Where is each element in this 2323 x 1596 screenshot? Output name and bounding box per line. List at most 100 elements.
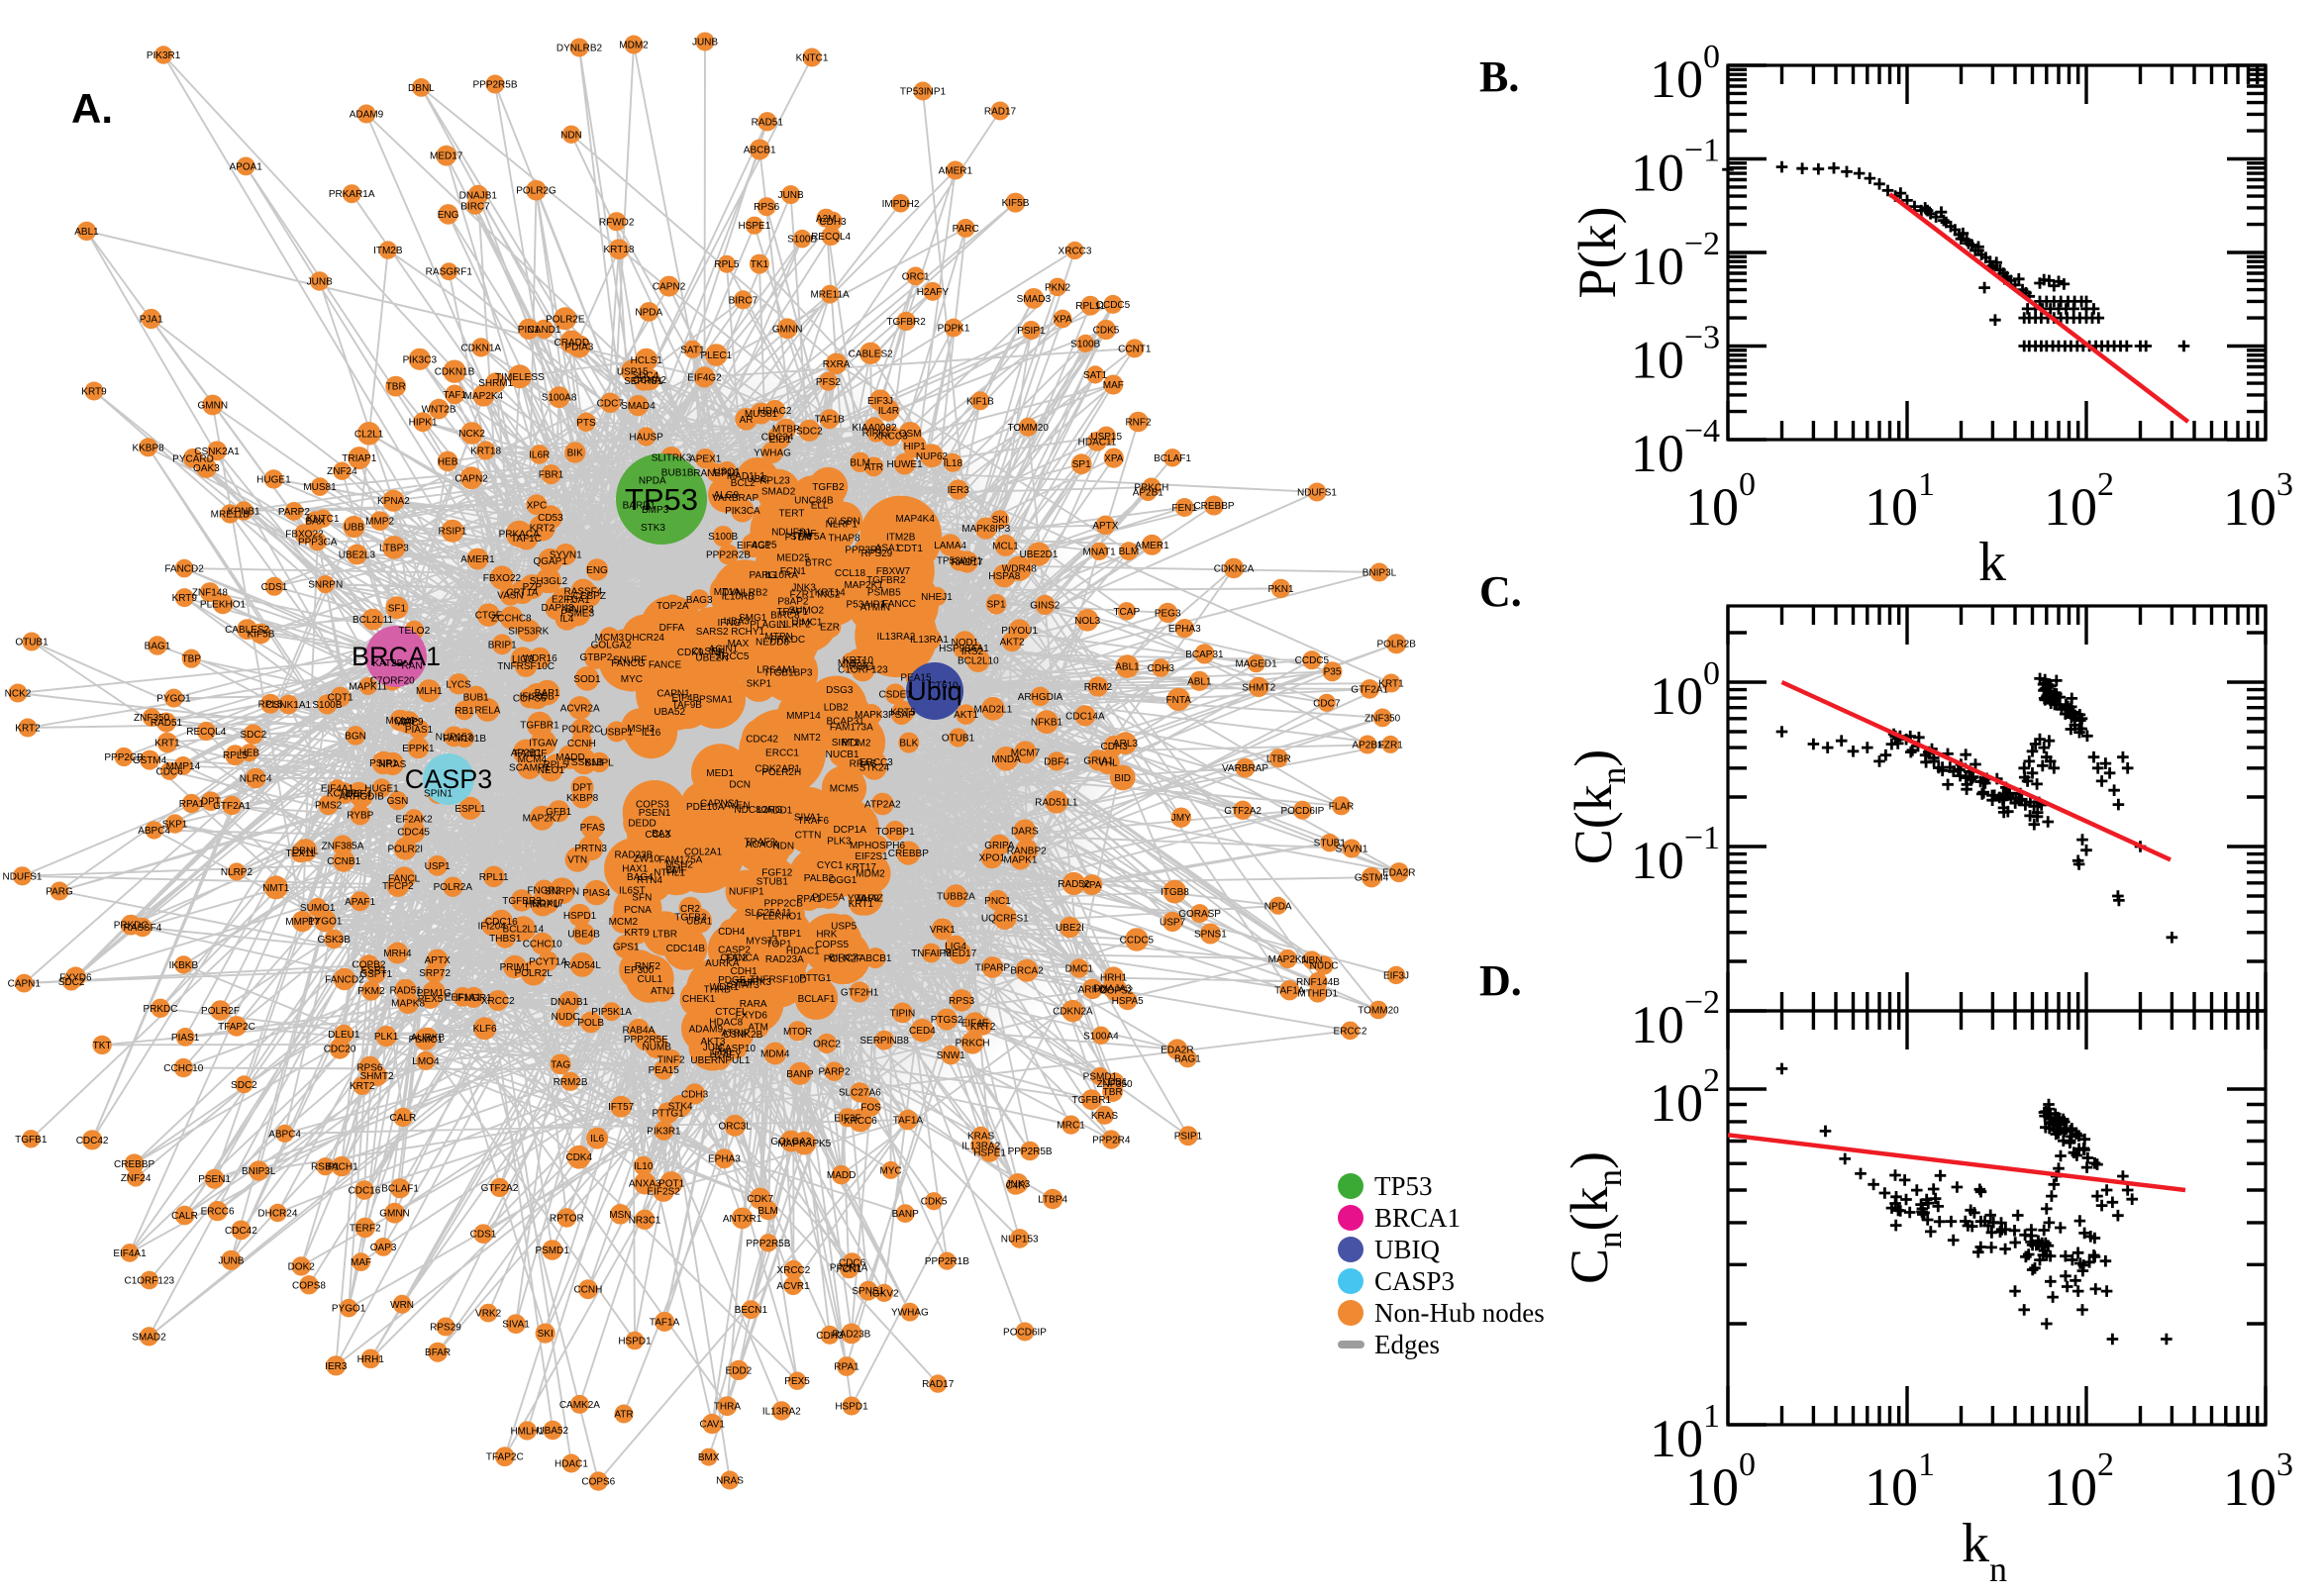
svg-text:PSIP1: PSIP1 [1017,326,1046,337]
svg-text:BARD1: BARD1 [623,500,656,511]
svg-text:XRCC3: XRCC3 [1059,247,1092,257]
svg-text:KKBP8: KKBP8 [566,793,599,804]
svg-text:A.: A. [71,85,113,132]
svg-text:PYCARD: PYCARD [172,453,214,464]
svg-text:KRT18: KRT18 [470,447,501,457]
svg-text:C(kn): C(kn) [1564,749,1633,864]
svg-text:MAPK1: MAPK1 [1004,855,1038,866]
svg-text:GTF2A2: GTF2A2 [1224,806,1262,817]
svg-text:BRIP1: BRIP1 [488,640,517,650]
svg-text:AVEN: AVEN [724,801,751,812]
svg-text:ARHGDIA: ARHGDIA [1018,692,1063,703]
svg-text:USP15: USP15 [1090,432,1122,443]
svg-text:CYC1: CYC1 [817,860,844,871]
svg-text:MCM3: MCM3 [595,633,625,644]
svg-text:HNRPU: HNRPU [525,900,560,911]
svg-text:WRN: WRN [390,1300,414,1311]
svg-text:KRAS: KRAS [967,1132,995,1143]
svg-text:DNAJB1: DNAJB1 [459,191,498,202]
svg-text:EEF1A1: EEF1A1 [445,992,482,1003]
svg-text:MYC: MYC [621,674,643,685]
svg-text:FNTA: FNTA [1166,695,1192,706]
svg-text:HUWE1: HUWE1 [887,459,924,470]
svg-text:FBXW7: FBXW7 [876,566,911,577]
svg-text:PDE10A: PDE10A [686,802,725,813]
svg-text:Edges: Edges [1374,1330,1440,1359]
svg-text:PARG: PARG [749,570,776,581]
svg-text:CED4: CED4 [909,1026,936,1037]
svg-text:RSIP1: RSIP1 [311,1162,340,1173]
svg-text:FXYD6: FXYD6 [59,972,92,983]
svg-text:COPB2: COPB2 [353,960,386,971]
svg-text:COX17: COX17 [532,898,564,909]
svg-text:POLR2A: POLR2A [434,882,473,893]
svg-text:PARC: PARC [953,224,979,235]
svg-text:MMP14: MMP14 [166,761,201,772]
svg-text:IL16: IL16 [642,728,661,739]
svg-text:PLEC1: PLEC1 [700,350,732,361]
svg-text:XRCC2: XRCC2 [481,996,515,1007]
svg-text:C1ORF123: C1ORF123 [838,665,888,676]
svg-text:PLEKHO1: PLEKHO1 [757,912,803,923]
svg-text:RAD52: RAD52 [1058,879,1090,890]
svg-text:POLR2F: POLR2F [824,953,862,964]
svg-text:KIF5B: KIF5B [1002,198,1030,209]
svg-text:S100A4: S100A4 [1083,1031,1119,1042]
svg-text:PPP2R5B: PPP2R5B [1008,1147,1053,1157]
svg-text:IL6R: IL6R [529,449,550,460]
svg-text:MTHFD1: MTHFD1 [1298,988,1339,999]
svg-text:SHRM1: SHRM1 [478,378,513,389]
svg-text:UQCRFS1: UQCRFS1 [981,914,1029,925]
svg-text:TAF1A: TAF1A [893,1116,924,1127]
svg-text:RPL23: RPL23 [759,476,790,487]
svg-text:PFAS: PFAS [580,823,606,834]
svg-text:CSNK2A1: CSNK2A1 [194,447,240,457]
svg-text:FCN1: FCN1 [780,566,807,577]
svg-text:PRTN3: PRTN3 [574,844,607,854]
svg-text:PIN1: PIN1 [518,325,541,336]
svg-text:RAD51L1: RAD51L1 [1035,798,1078,809]
svg-text:LTBP3: LTBP3 [379,543,409,553]
svg-text:IRS2: IRS2 [961,647,984,657]
svg-text:BAX: BAX [652,829,671,840]
svg-text:SKI: SKI [992,515,1008,526]
svg-text:EPHA3: EPHA3 [1168,624,1201,635]
svg-text:CDH4: CDH4 [718,927,746,938]
svg-text:LDB2: LDB2 [824,703,849,714]
svg-text:MAPK3: MAPK3 [855,710,888,721]
svg-text:CDK4: CDK4 [565,1152,592,1163]
svg-text:Ubiq: Ubiq [907,676,962,706]
svg-text:TRAF1: TRAF1 [776,607,808,618]
svg-text:LTBP1: LTBP1 [771,929,801,940]
svg-text:TCAP: TCAP [1113,607,1140,618]
svg-text:ING2: ING2 [817,590,841,601]
svg-text:USP15: USP15 [617,366,649,377]
svg-text:PJA1: PJA1 [566,595,590,606]
svg-text:CR2: CR2 [680,904,700,915]
svg-text:k: k [1978,532,2006,593]
svg-text:PPA1: PPA1 [797,894,822,905]
svg-text:KCNIP3: KCNIP3 [327,789,363,800]
svg-text:JNK3: JNK3 [791,583,816,594]
svg-text:BIK: BIK [567,449,583,459]
svg-text:SPNS1: SPNS1 [1194,930,1227,941]
svg-text:GSK3B: GSK3B [318,935,352,946]
svg-text:TINF2: TINF2 [657,1055,685,1066]
svg-text:AKT3: AKT3 [700,1037,725,1047]
svg-text:FANCF: FANCF [515,748,548,759]
svg-text:MRC1: MRC1 [1057,1121,1085,1132]
svg-text:CL2L1: CL2L1 [354,429,384,440]
svg-text:BRCA2: BRCA2 [1010,966,1044,977]
svg-text:CDC16: CDC16 [485,917,518,928]
svg-text:SMAD3: SMAD3 [1017,294,1052,305]
svg-text:MDM2: MDM2 [842,738,871,748]
svg-text:BCL2L14: BCL2L14 [503,924,545,935]
svg-text:TAF1B: TAF1B [815,415,846,426]
svg-text:GSPT1: GSPT1 [359,969,392,980]
svg-text:MAD1L1: MAD1L1 [727,471,765,482]
svg-text:SPNS1: SPNS1 [852,1286,884,1297]
svg-text:EDD2: EDD2 [726,1365,753,1376]
svg-text:LTBP4: LTBP4 [1038,1195,1067,1206]
svg-text:UBE2D1: UBE2D1 [1020,549,1059,560]
svg-text:EIF4B: EIF4B [672,693,700,704]
